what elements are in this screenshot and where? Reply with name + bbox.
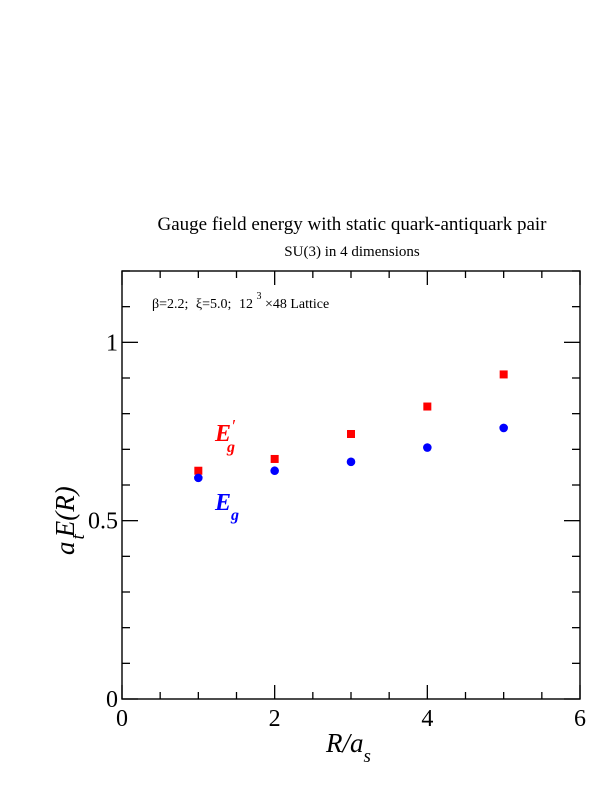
chart-subtitle: SU(3) in 4 dimensions [284,244,420,260]
point-eg [194,473,203,483]
point-eg-prime [423,402,432,411]
lattice-base: 12 [239,297,253,312]
xi-value: ξ=5.0; [196,297,232,312]
point-eg [270,466,279,476]
y-axis-title: atE(R) [50,486,89,555]
series-label-eg-prime: E′ g [214,416,236,456]
data-markers [194,370,508,483]
chart-title: Gauge field energy with static quark-ant… [157,214,547,235]
lattice-exponent: 3 [256,291,261,302]
beta-value: β=2.2; [152,297,188,312]
x-tick-label: 6 [574,706,586,732]
y-tick-label: 0.5 [88,509,118,535]
series-label-eg: Eg [214,490,239,524]
point-eg-prime [499,370,508,379]
lattice-rest: ×48 Lattice [265,297,329,312]
point-eg-prime [194,466,203,475]
x-axis-title: R/as [325,728,371,767]
x-tick-label: 2 [269,706,281,732]
point-eg [499,423,508,433]
point-eg-prime [270,454,279,463]
plot-frame [121,270,581,700]
point-eg [423,443,432,452]
axis-ticks [121,270,581,700]
point-eg-prime [347,429,355,438]
axis-tick-labels: 0 2 4 6 0 0.5 1 [88,330,586,732]
point-eg [346,457,356,467]
y-tick-label: 1 [106,330,118,356]
x-tick-label: 4 [421,706,433,732]
x-tick-label: 0 [116,706,128,732]
lattice-annotation: β=2.2; ξ=5.0; 12 3 ×48 Lattice [152,288,329,312]
y-tick-label: 0 [106,687,118,713]
